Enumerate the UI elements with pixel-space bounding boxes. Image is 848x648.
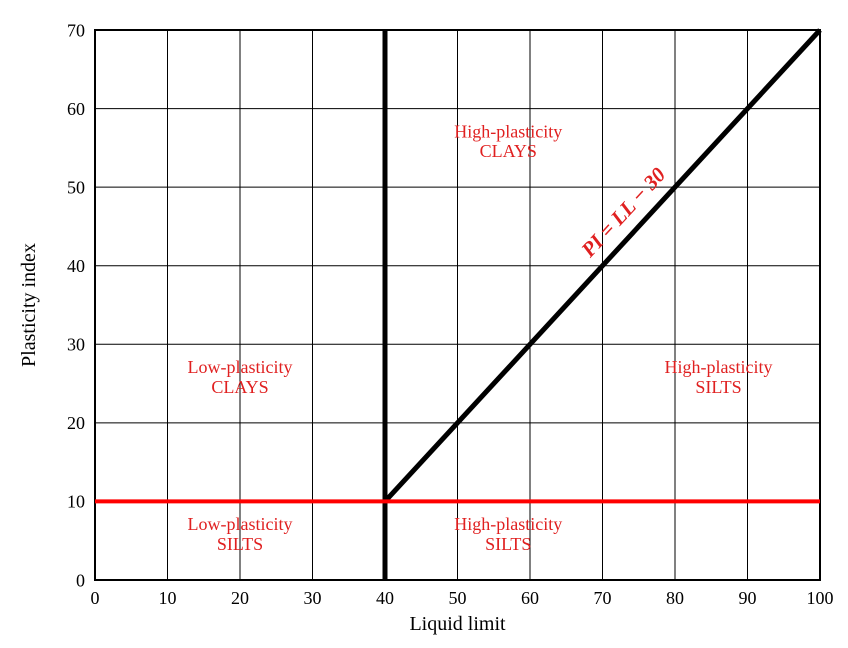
svg-text:High-plasticity: High-plasticity <box>454 514 562 534</box>
svg-text:SILTS: SILTS <box>695 377 741 397</box>
x-tick-label: 70 <box>594 588 612 608</box>
x-tick-label: 40 <box>376 588 394 608</box>
svg-text:CLAYS: CLAYS <box>211 377 268 397</box>
x-tick-label: 20 <box>231 588 249 608</box>
svg-text:High-plasticity: High-plasticity <box>665 357 773 377</box>
svg-text:SILTS: SILTS <box>217 534 263 554</box>
x-tick-label: 60 <box>521 588 539 608</box>
chart-svg: PI = LL − 30Low-plasticityCLAYSLow-plast… <box>0 0 848 648</box>
x-tick-label: 0 <box>91 588 100 608</box>
y-tick-label: 50 <box>67 177 85 197</box>
x-tick-label: 30 <box>304 588 322 608</box>
y-tick-label: 40 <box>67 256 85 276</box>
svg-text:SILTS: SILTS <box>485 534 531 554</box>
plasticity-chart: PI = LL − 30Low-plasticityCLAYSLow-plast… <box>0 0 848 648</box>
y-tick-label: 0 <box>76 570 85 590</box>
y-tick-label: 20 <box>67 413 85 433</box>
x-tick-label: 100 <box>807 588 834 608</box>
svg-text:Low-plasticity: Low-plasticity <box>188 514 293 534</box>
y-tick-label: 30 <box>67 335 85 355</box>
y-tick-label: 70 <box>67 20 85 40</box>
svg-text:High-plasticity: High-plasticity <box>454 121 562 141</box>
x-tick-label: 90 <box>739 588 757 608</box>
svg-text:CLAYS: CLAYS <box>480 141 537 161</box>
svg-text:Low-plasticity: Low-plasticity <box>188 357 293 377</box>
x-axis-label: Liquid limit <box>409 613 506 635</box>
x-tick-label: 10 <box>159 588 177 608</box>
x-tick-label: 80 <box>666 588 684 608</box>
y-tick-label: 60 <box>67 99 85 119</box>
x-tick-label: 50 <box>449 588 467 608</box>
y-tick-label: 10 <box>67 492 85 512</box>
y-axis-label: Plasticity index <box>18 243 40 367</box>
